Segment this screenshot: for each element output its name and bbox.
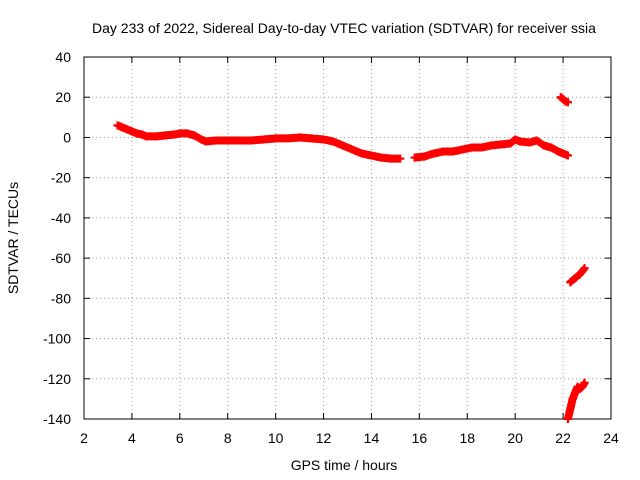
x-tick-label: 16 [412, 430, 428, 446]
data-point [113, 121, 122, 130]
data-point [118, 123, 127, 132]
y-tick-label: -120 [43, 371, 71, 387]
data-point [211, 136, 220, 145]
data-point [420, 152, 429, 161]
x-tick-label: 14 [364, 430, 380, 446]
data-point [575, 270, 584, 279]
data-point [410, 153, 419, 162]
data-point [175, 129, 184, 138]
y-tick-label: -100 [43, 331, 71, 347]
data-point [367, 151, 376, 160]
data-point [271, 134, 280, 143]
data-point [338, 141, 347, 150]
data-point [506, 139, 515, 148]
data-point [568, 394, 577, 403]
data-point [539, 141, 548, 150]
x-tick-label: 12 [316, 430, 332, 446]
y-tick-label: -80 [51, 290, 71, 306]
data-point [190, 131, 199, 140]
data-point [137, 130, 146, 139]
data-point [563, 151, 572, 160]
x-tick-label: 22 [555, 430, 571, 446]
data-point [127, 127, 136, 136]
chart-title: Day 233 of 2022, Sidereal Day-to-day VTE… [92, 20, 596, 36]
x-axis-label: GPS time / hours [291, 457, 398, 473]
data-point [429, 149, 438, 158]
x-tick-label: 10 [268, 430, 284, 446]
data-point [571, 388, 580, 397]
data-point [357, 149, 366, 158]
x-tick-label: 20 [507, 430, 523, 446]
data-point [123, 125, 132, 134]
plot-frame [83, 56, 612, 420]
data-point [142, 132, 151, 141]
data-point [559, 149, 568, 158]
data-point [247, 136, 256, 145]
y-tick-label: -20 [51, 170, 71, 186]
data-point [511, 135, 520, 144]
data-point [396, 154, 405, 163]
y-tick-label: -40 [51, 210, 71, 226]
y-tick-label: 0 [63, 129, 71, 145]
data-point [348, 145, 357, 154]
data-point [183, 129, 191, 138]
data-point [563, 98, 572, 107]
data-points [113, 93, 589, 423]
data-point [439, 147, 448, 156]
x-tick-label: 18 [459, 430, 475, 446]
grid [84, 57, 611, 419]
data-point [202, 137, 211, 146]
data-point [458, 145, 467, 154]
data-point [487, 141, 496, 150]
data-point [547, 143, 556, 152]
data-point [151, 132, 160, 141]
data-point [307, 134, 316, 143]
data-point [477, 143, 486, 152]
data-point [161, 131, 170, 140]
y-axis-label: SDTVAR / TECUs [5, 182, 21, 294]
axis-ticks [83, 56, 612, 420]
y-tick-label: -60 [51, 250, 71, 266]
data-point [386, 154, 395, 163]
y-tick-label: 40 [55, 49, 71, 65]
data-point [223, 136, 232, 145]
tick-labels: 2 4 6 8 10 12 14 16 18 20 22 2440200-20-40-60-80-10… [43, 49, 619, 446]
data-point [319, 135, 328, 144]
data-point [566, 404, 575, 413]
data-point [563, 415, 572, 423]
data-point [566, 278, 575, 287]
data-point [259, 135, 268, 144]
y-tick-label: -140 [43, 411, 71, 427]
data-point [580, 378, 589, 387]
data-point [532, 136, 541, 145]
data-point [235, 136, 244, 145]
data-point [283, 134, 292, 143]
data-trace [113, 121, 405, 163]
x-tick-label: 4 [128, 430, 136, 446]
data-point [554, 147, 563, 156]
x-tick-label: 2 [80, 430, 88, 446]
data-point [496, 140, 505, 149]
data-point [580, 264, 589, 273]
data-point [525, 138, 534, 147]
data-point [516, 137, 524, 146]
x-tick-label: 24 [603, 430, 619, 446]
data-point [448, 147, 457, 156]
y-tick-label: 20 [55, 89, 71, 105]
data-point [197, 135, 206, 144]
x-tick-label: 8 [224, 430, 232, 446]
data-point [329, 137, 338, 146]
data-point [571, 274, 580, 283]
data-point [295, 133, 304, 142]
x-tick-label: 6 [176, 430, 184, 446]
data-point [377, 153, 385, 162]
data-point [468, 143, 477, 152]
